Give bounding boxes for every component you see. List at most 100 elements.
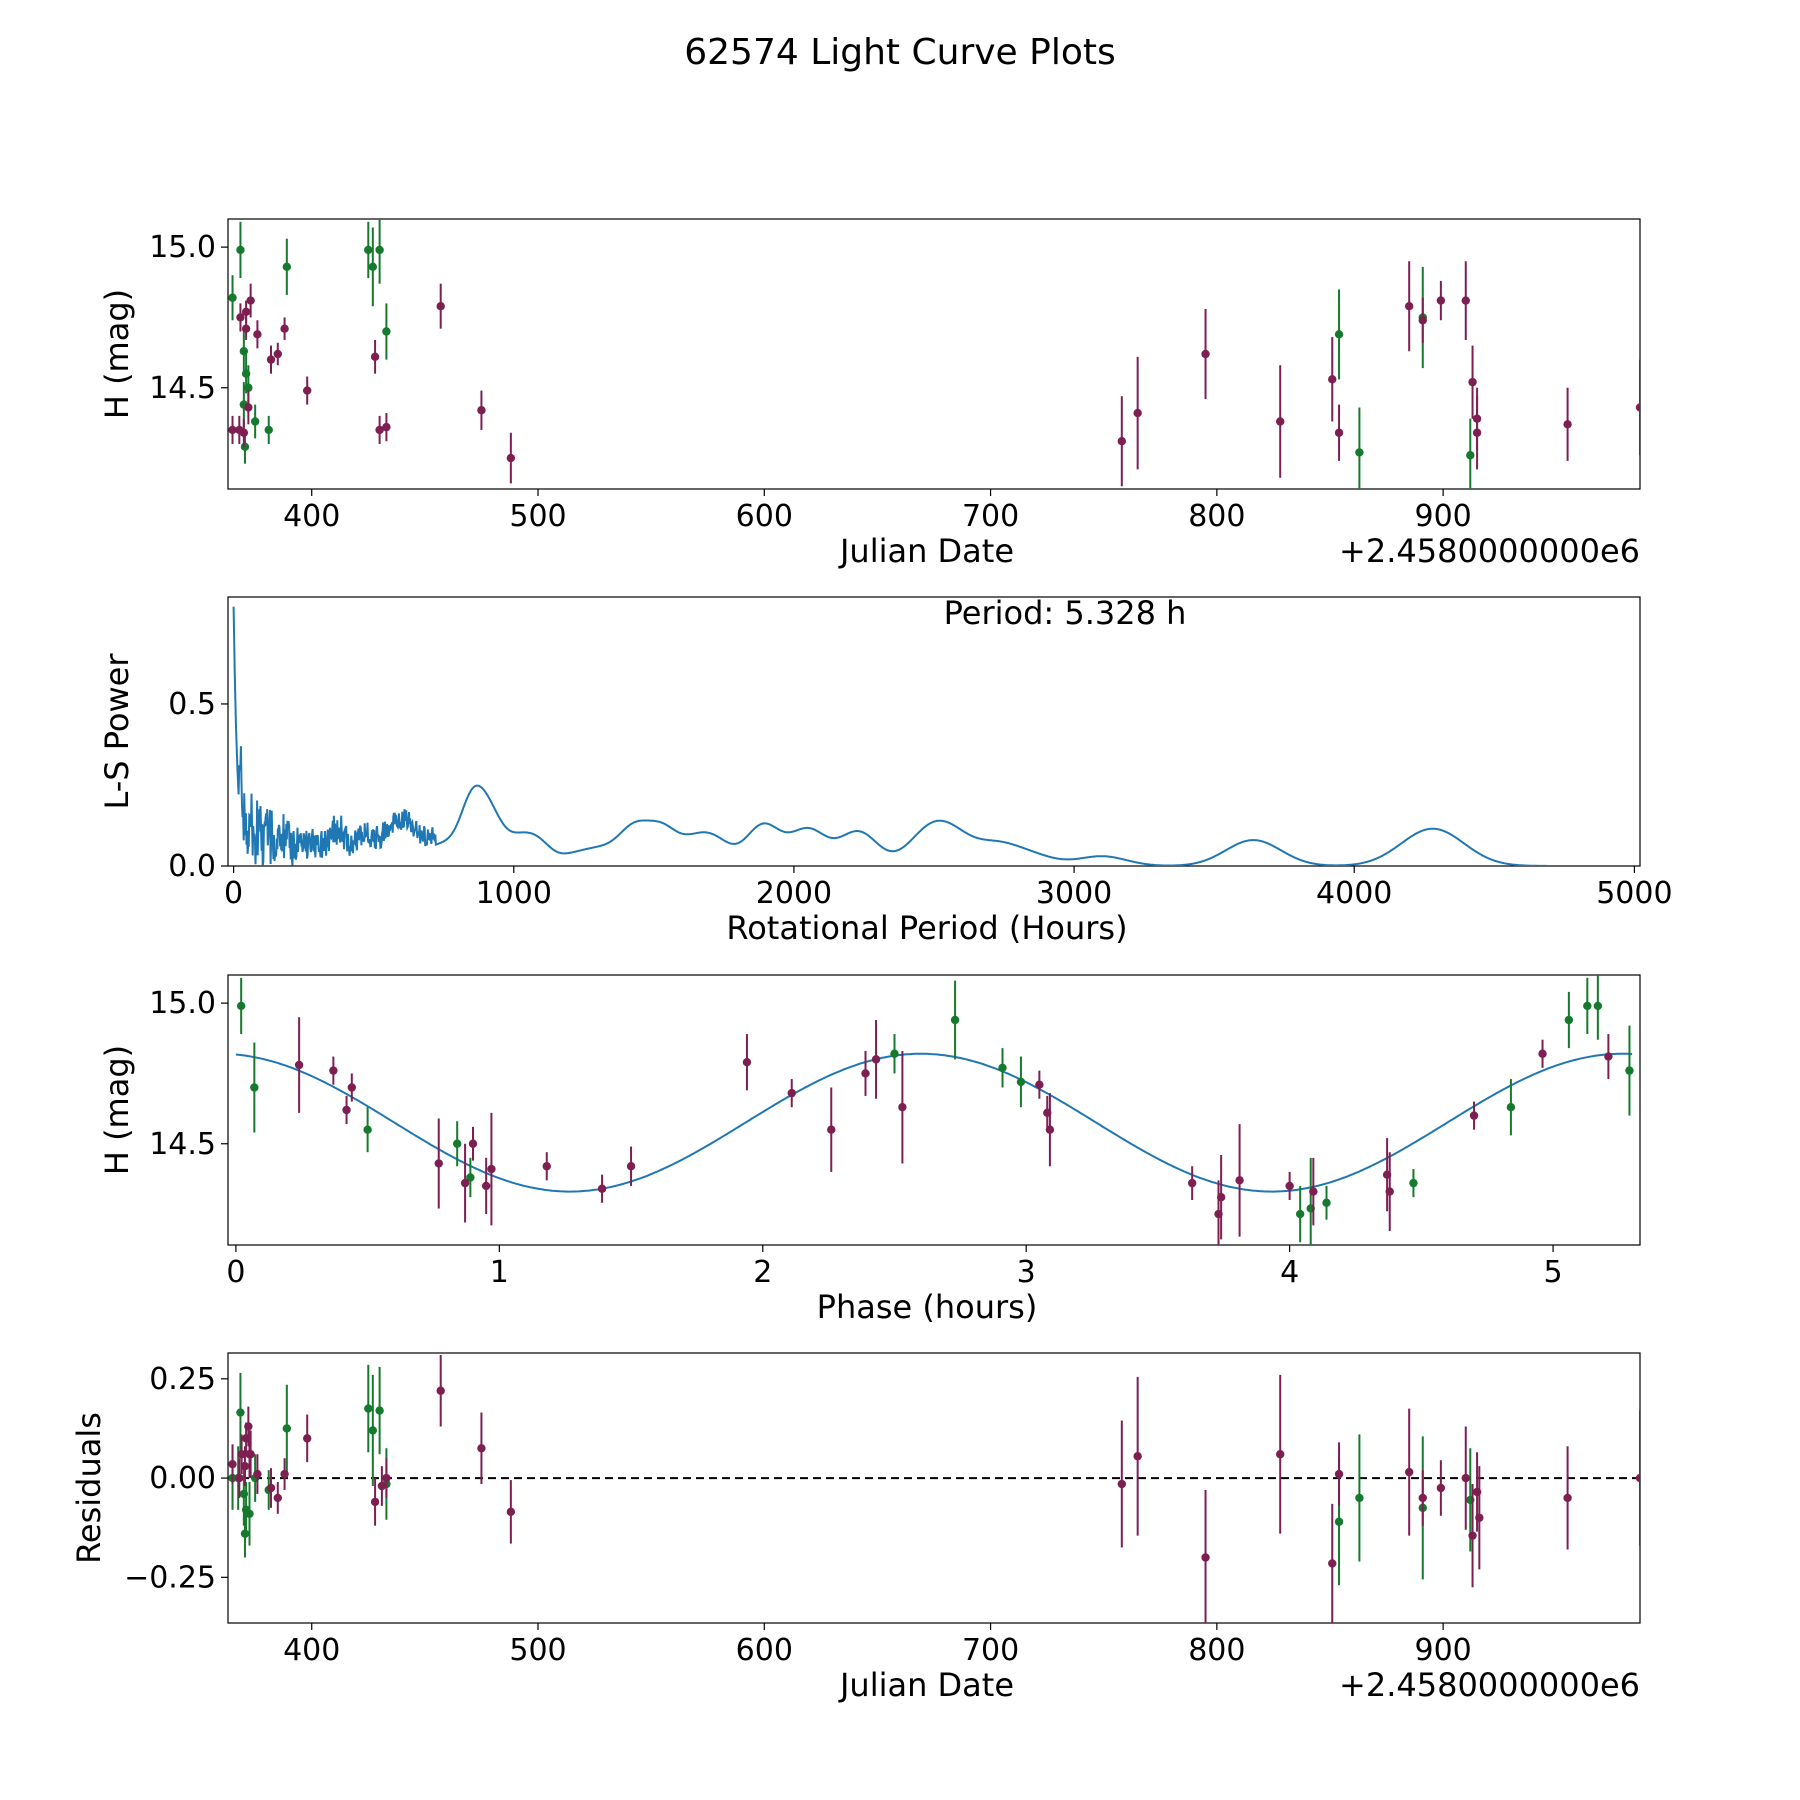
periodogram-xtick-label: 5000 [1596, 876, 1672, 911]
phased-purple-point [1187, 1178, 1197, 1188]
phased-points [236, 975, 1634, 1245]
periodogram-plot-frame [227, 596, 1641, 867]
lightcurve-green-point [1466, 451, 1475, 460]
residuals-purple-point [477, 1444, 486, 1453]
periodogram-panel: 0 1000 2000 3000 4000 5000 0.0 0.5 Rotational Pe… [98, 594, 1673, 947]
residuals-purple-point [1436, 1483, 1446, 1493]
figure-title: 62574 Light Curve Plots [684, 32, 1116, 73]
lightcurve-green-point [1355, 448, 1364, 457]
lightcurve-purple-point [1133, 408, 1142, 418]
residuals-purple-point [1276, 1450, 1285, 1459]
residuals-panel: 400 500 600 700 800 900 0.25 0.00 −0.25 Julian Da… [70, 1352, 1641, 1704]
phased-green-point [1409, 1178, 1418, 1188]
phased-green-point [1322, 1198, 1331, 1208]
residuals-ytick-label: 0.00 [149, 1461, 216, 1496]
phased-green-point [950, 1015, 960, 1025]
residuals-purple-point [382, 1473, 391, 1483]
residuals-purple-point [1461, 1473, 1470, 1483]
period-annotation: Period: 5.328 h [944, 594, 1187, 632]
lightcurve-green-point [264, 425, 273, 435]
phased-purple-point [861, 1069, 870, 1078]
lightcurve-points [228, 219, 1640, 489]
phased-purple-point [871, 1055, 881, 1064]
lightcurve-x-axis-label: Julian Date [838, 532, 1014, 570]
lightcurve-purple-point [1436, 296, 1446, 305]
phased-purple-point [1285, 1181, 1294, 1191]
phased-ytick-label: 14.5 [149, 1127, 216, 1162]
residuals-xtick-label: 500 [509, 1633, 566, 1668]
lightcurve-purple-point [370, 352, 380, 362]
lightcurve-purple-point [1472, 428, 1482, 437]
phased-green-point [236, 1001, 246, 1011]
phased-green-point [452, 1139, 462, 1148]
periodogram-ytick-label: 0.0 [168, 849, 216, 884]
phased-y-axis-label: H (mag) [98, 1045, 136, 1175]
lightcurve-green-point [282, 262, 292, 272]
phased-purple-point [347, 1083, 357, 1092]
phased-xtick-label: 4 [1280, 1255, 1299, 1290]
lightcurve-green-point [382, 327, 391, 336]
lightcurve-purple-point [506, 453, 516, 463]
residuals-green-point [1334, 1517, 1344, 1526]
phased-panel: 0 1 2 3 4 5 15.0 14.5 Phase (hours) H (mag) [98, 974, 1641, 1326]
phased-green-point [1506, 1102, 1516, 1112]
periodogram-y-axis-label: L-S Power [98, 653, 136, 810]
periodogram-ytick-label: 0.5 [168, 687, 216, 722]
residuals-green-point [364, 1404, 373, 1413]
phased-purple-point [1045, 1125, 1055, 1134]
periodogram-xtick-label: 4000 [1316, 876, 1392, 911]
lightcurve-purple-point [436, 301, 445, 311]
lightcurve-purple-point [1418, 316, 1427, 325]
phased-purple-point [329, 1066, 338, 1075]
lightcurve-ytick-label: 14.5 [149, 371, 216, 406]
lightcurve-purple-point [228, 425, 237, 435]
lightcurve-purple-point [236, 313, 245, 322]
lightcurve-purple-point [1334, 428, 1344, 437]
lightcurve-plot-frame [227, 218, 1641, 490]
residuals-purple-point [246, 1450, 255, 1459]
lightcurve-purple-point [302, 386, 312, 395]
residuals-y-axis-label: Residuals [70, 1412, 108, 1564]
phased-purple-point [1385, 1187, 1394, 1196]
phased-purple-point [1216, 1192, 1226, 1202]
lightcurve-purple-point [1461, 296, 1470, 305]
phased-purple-point [742, 1057, 752, 1067]
residuals-ytick-label: 0.25 [149, 1362, 216, 1397]
phased-xtick-label: 2 [753, 1255, 772, 1290]
lightcurve-green-point [228, 293, 237, 302]
lightcurve-green-point [368, 262, 378, 272]
lightcurve-xtick-label: 500 [509, 499, 566, 534]
residuals-purple-point [1117, 1479, 1127, 1489]
residuals-purple-point [273, 1493, 282, 1503]
residuals-purple-point [1334, 1469, 1344, 1479]
residuals-points [228, 1354, 1640, 1623]
residuals-purple-point [280, 1469, 289, 1479]
residuals-green-point [1355, 1493, 1364, 1503]
lightcurve-purple-point [477, 406, 486, 415]
phased-green-point [466, 1173, 475, 1182]
lightcurve-purple-point [246, 296, 255, 305]
power-spectrum-line [232, 606, 1635, 866]
residuals-purple-point [253, 1469, 262, 1479]
phased-xtick-label: 3 [1017, 1255, 1036, 1290]
lightcurve-purple-point [273, 349, 282, 359]
residuals-xtick-label: 900 [1415, 1633, 1472, 1668]
lightcurve-green-point [364, 245, 373, 255]
periodogram-xtick-label: 1000 [476, 876, 552, 911]
lightcurve-purple-point [1276, 417, 1285, 426]
residuals-green-point [240, 1529, 250, 1538]
residuals-purple-point [1468, 1531, 1477, 1540]
residuals-ytick-label: −0.25 [124, 1560, 216, 1595]
phased-green-point [250, 1083, 259, 1092]
residuals-xtick-label: 400 [283, 1633, 340, 1668]
residuals-purple-point [1475, 1513, 1484, 1522]
residuals-purple-point [235, 1473, 244, 1483]
residuals-green-point [368, 1426, 378, 1435]
phased-green-point [363, 1125, 372, 1134]
phased-purple-point [1035, 1080, 1044, 1089]
residuals-xtick-label: 800 [1188, 1633, 1245, 1668]
residuals-purple-point [377, 1481, 387, 1491]
lightcurve-green-point [240, 442, 250, 452]
lightcurve-purple-point [280, 324, 289, 333]
